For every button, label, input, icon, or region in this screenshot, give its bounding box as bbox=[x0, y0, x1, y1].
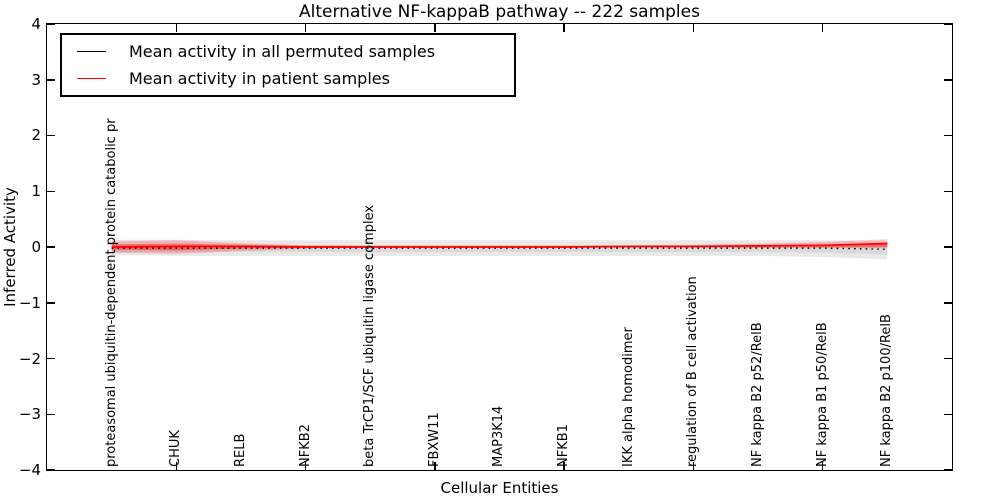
y-tick-mark bbox=[47, 23, 55, 25]
x-category-label: FBXW11 bbox=[427, 412, 442, 467]
x-category-label: NFKB1 bbox=[556, 424, 571, 467]
x-tick-mark bbox=[175, 24, 178, 32]
y-tick-mark bbox=[47, 134, 55, 137]
series-line-patient bbox=[111, 242, 888, 248]
x-tick-mark bbox=[304, 24, 307, 32]
x-tick-mark bbox=[692, 462, 695, 470]
y-tick-mark bbox=[47, 469, 55, 471]
x-category-label: MAP3K14 bbox=[491, 405, 506, 467]
y-tick-label: −4 bbox=[18, 461, 41, 479]
x-tick-mark bbox=[692, 24, 695, 32]
y-tick-mark bbox=[944, 413, 952, 415]
y-tick-mark bbox=[47, 357, 55, 360]
y-tick-mark bbox=[944, 302, 952, 304]
chart-title: Alternative NF-kappaB pathway -- 222 sam… bbox=[299, 2, 700, 22]
x-category-label: NF kappa B2 p52/RelB bbox=[750, 322, 765, 467]
y-tick-label: −2 bbox=[18, 350, 41, 368]
y-tick-mark bbox=[944, 190, 952, 192]
red-line-swatch-icon bbox=[77, 78, 106, 79]
y-tick-label: −3 bbox=[18, 405, 41, 423]
y-tick-mark bbox=[47, 79, 55, 81]
x-tick-mark bbox=[434, 462, 436, 470]
y-tick-label: 1 bbox=[31, 182, 41, 200]
y-tick-mark bbox=[47, 413, 55, 415]
y-tick-label: −1 bbox=[18, 294, 41, 312]
y-tick-mark bbox=[944, 79, 952, 81]
x-category-label: beta TrCP1/SCF ubiquitin ligase complex bbox=[362, 204, 377, 467]
y-tick-label: 2 bbox=[31, 126, 41, 144]
x-tick-mark bbox=[821, 24, 824, 32]
plot-area: proteasomal ubiquitin-dependent protein … bbox=[46, 23, 953, 471]
y-tick-label: 3 bbox=[31, 71, 41, 89]
y-tick-label: 4 bbox=[31, 15, 41, 33]
legend-label: Mean activity in all permuted samples bbox=[129, 41, 436, 61]
x-category-label: RELB bbox=[233, 433, 248, 467]
x-tick-mark bbox=[175, 462, 178, 470]
x-category-label: IKK alpha homodimer bbox=[621, 327, 636, 467]
y-tick-mark bbox=[944, 23, 952, 25]
legend: Mean activity in all permuted samples Me… bbox=[60, 33, 516, 97]
x-category-label: regulation of B cell activation bbox=[685, 276, 700, 467]
x-category-label: NF kappa B1 p50/RelB bbox=[815, 322, 830, 467]
x-category-label: NFKB2 bbox=[298, 424, 313, 467]
y-tick-mark bbox=[944, 357, 952, 360]
y-tick-mark bbox=[47, 246, 55, 248]
x-category-label: NF kappa B2 p100/RelB bbox=[879, 314, 894, 467]
y-tick-mark bbox=[47, 190, 55, 192]
black-line-swatch-icon bbox=[77, 51, 106, 52]
legend-label: Mean activity in patient samples bbox=[129, 68, 390, 88]
x-category-label: CHUK bbox=[168, 430, 183, 467]
x-category-label: proteasomal ubiquitin-dependent protein … bbox=[104, 118, 119, 467]
x-tick-mark bbox=[563, 462, 565, 470]
x-axis-label: Cellular Entities bbox=[440, 479, 559, 497]
legend-item-patient: Mean activity in patient samples bbox=[62, 69, 514, 89]
x-tick-mark bbox=[821, 462, 824, 470]
legend-item-permuted: Mean activity in all permuted samples bbox=[62, 42, 514, 62]
x-tick-mark bbox=[304, 462, 307, 470]
y-tick-label: 0 bbox=[31, 238, 41, 256]
x-tick-mark bbox=[434, 24, 436, 32]
chart-canvas bbox=[111, 239, 888, 260]
y-tick-mark bbox=[47, 302, 55, 304]
y-tick-mark bbox=[944, 469, 952, 471]
y-tick-mark bbox=[944, 134, 952, 137]
x-tick-mark bbox=[563, 24, 565, 32]
y-tick-mark bbox=[944, 246, 952, 248]
